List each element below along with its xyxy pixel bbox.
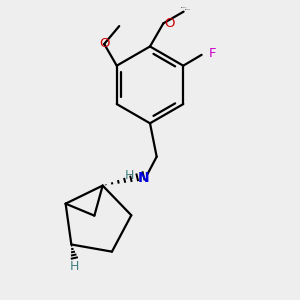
Text: H: H (124, 169, 134, 182)
Text: H: H (70, 260, 80, 273)
Text: N: N (137, 171, 149, 185)
Text: methoxy: methoxy (181, 6, 187, 8)
Text: methoxy: methoxy (185, 9, 191, 10)
Text: O: O (99, 38, 110, 50)
Text: F: F (208, 47, 216, 60)
Text: O: O (164, 17, 175, 30)
